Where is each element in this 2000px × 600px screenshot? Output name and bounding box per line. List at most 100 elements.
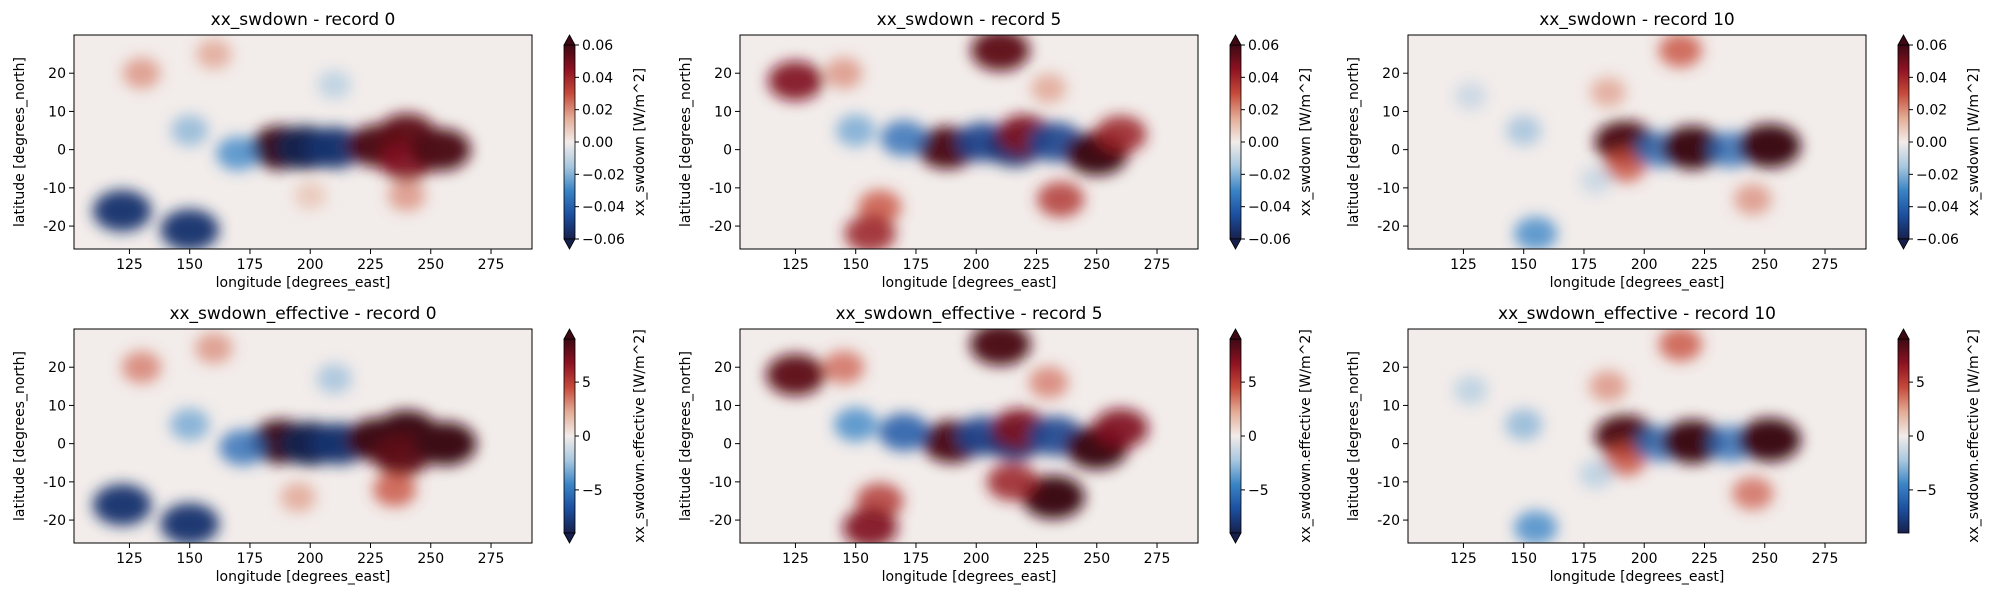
x-tick-label: 200: [297, 257, 324, 273]
anomaly-blob-7: [970, 35, 1030, 72]
y-tick-label: -10: [709, 181, 732, 197]
anomaly-blob-13: [824, 57, 863, 89]
colorbar-tick-label: −0.02: [1916, 167, 1959, 183]
colorbar-tick-label: 0.00: [1248, 135, 1279, 151]
x-tick-label: 200: [1631, 257, 1658, 273]
anomaly-blob-8: [169, 408, 210, 441]
y-tick-label: 20: [48, 66, 66, 82]
anomaly-blob-6: [413, 421, 477, 466]
y-axis-label: latitude [degrees_north]: [1346, 351, 1362, 521]
anomaly-field: [767, 35, 1147, 249]
colorbar-tick-label: 0.06: [582, 38, 613, 54]
chart-title: xx_swdown_effective - record 10: [1498, 304, 1776, 324]
anomaly-field: [766, 329, 1149, 543]
colorbar-extend-max: [1229, 328, 1242, 340]
y-axis-label: latitude [degrees_north]: [678, 57, 694, 227]
x-axis-label: longitude [degrees_east]: [882, 275, 1057, 291]
colorbar-tick-label: 0: [1248, 429, 1257, 445]
x-tick-label: 275: [478, 551, 505, 567]
anomaly-blob-7: [969, 329, 1031, 366]
x-tick-label: 275: [1144, 257, 1171, 273]
colorbar-extend-max: [563, 328, 576, 340]
colorbar-tick-label: −5: [582, 483, 603, 499]
anomaly-field: [1454, 35, 1801, 249]
anomaly-blob-14: [160, 209, 220, 249]
anomaly-blob-13: [92, 483, 152, 526]
colorbar-extend-min: [563, 238, 576, 250]
axes-frame: [73, 34, 533, 250]
y-tick-label: 20: [714, 360, 732, 376]
anomaly-blob-8: [766, 354, 825, 396]
chart-title: xx_swdown - record 0: [211, 10, 396, 30]
colorbar-gradient: [1897, 338, 1910, 534]
x-tick-label: 125: [116, 257, 143, 273]
anomaly-blob-3: [1661, 125, 1724, 170]
colorbar-tick-label: −0.06: [1916, 232, 1959, 248]
x-tick-label: 125: [1450, 551, 1477, 567]
x-tick-label: 175: [1571, 257, 1598, 273]
colorbar-extend-min: [1229, 238, 1242, 250]
y-tick-label: 20: [48, 360, 66, 376]
y-tick-label: -10: [1377, 181, 1400, 197]
colorbar-tick-label: 0.04: [1248, 70, 1279, 86]
x-tick-label: 150: [1510, 257, 1537, 273]
x-tick-label: 200: [297, 551, 324, 567]
colorbar-tick-label: 0: [582, 429, 591, 445]
x-tick-label: 125: [782, 551, 809, 567]
chart-title: xx_swdown_effective - record 0: [169, 304, 436, 324]
y-tick-label: 10: [48, 104, 66, 120]
colorbar-tick-label: −0.02: [1248, 167, 1291, 183]
x-tick-label: 225: [1691, 551, 1718, 567]
x-tick-label: 275: [1812, 257, 1839, 273]
y-tick-label: -10: [1377, 475, 1400, 491]
anomaly-blob-13: [834, 407, 878, 442]
anomaly-blob-10: [1579, 459, 1613, 489]
anomaly-blob-14: [1030, 73, 1067, 104]
y-tick-label: -20: [709, 219, 732, 235]
colorbar-tick-label: 5: [1248, 375, 1257, 391]
y-tick-label: 0: [1391, 437, 1400, 453]
y-tick-label: 0: [723, 437, 732, 453]
colorbar-tick-label: 5: [582, 375, 591, 391]
anomaly-blob-11: [1454, 82, 1487, 111]
colorbar-tick-label: 0.02: [582, 103, 613, 119]
anomaly-blob-12: [835, 114, 876, 147]
x-tick-label: 175: [903, 257, 930, 273]
colorbar: 5 0 −5 xx_swdown.effective [W/m^2]: [1229, 328, 1314, 544]
colorbar-label: xx_swdown.effective [W/m^2]: [632, 329, 648, 543]
y-tick-label: 20: [714, 66, 732, 82]
colorbar-extend-max: [563, 34, 576, 46]
anomaly-blob-7: [1589, 370, 1627, 402]
axes-frame: [1407, 328, 1867, 544]
anomaly-blob-15: [294, 181, 327, 210]
y-tick-label: 10: [1382, 398, 1400, 414]
anomaly-blob-8: [1733, 183, 1772, 215]
x-tick-label: 225: [357, 551, 384, 567]
anomaly-blob-8: [170, 114, 209, 147]
colorbar-label: xx_swdown [W/m^2]: [1966, 68, 1982, 216]
anomaly-blob-15: [280, 482, 316, 513]
anomaly-blob-9: [387, 179, 426, 212]
anomaly-field: [92, 332, 477, 543]
anomaly-blob-8: [767, 60, 823, 101]
panel-4: xx_swdown_effective - record 5 125 150 175 2…: [678, 304, 1314, 585]
y-tick-label: 20: [1382, 66, 1400, 82]
anomaly-blob-12: [1514, 510, 1558, 543]
colorbar-tick-label: 0.02: [1916, 103, 1947, 119]
x-axis-label: longitude [degrees_east]: [1550, 569, 1725, 585]
colorbar: 0.06 0.04 0.02 0.00 −0.02 −0.04 −0.06 xx_swdown…: [1897, 34, 1982, 250]
x-axis-label: longitude [degrees_east]: [1550, 275, 1725, 291]
anomaly-blob-10: [1580, 166, 1612, 195]
x-tick-label: 250: [1751, 551, 1778, 567]
colorbar-gradient: [1229, 338, 1242, 534]
x-tick-label: 250: [1083, 551, 1110, 567]
colorbar-extend-max: [1897, 328, 1910, 340]
anomaly-blob-8: [1732, 476, 1774, 510]
y-tick-label: -10: [43, 181, 66, 197]
colorbar-tick-label: 0.00: [1916, 135, 1947, 151]
colorbar-tick-label: 0.06: [1248, 38, 1279, 54]
x-tick-label: 175: [237, 257, 264, 273]
anomaly-blob-9: [1505, 115, 1542, 146]
x-tick-label: 225: [357, 257, 384, 273]
